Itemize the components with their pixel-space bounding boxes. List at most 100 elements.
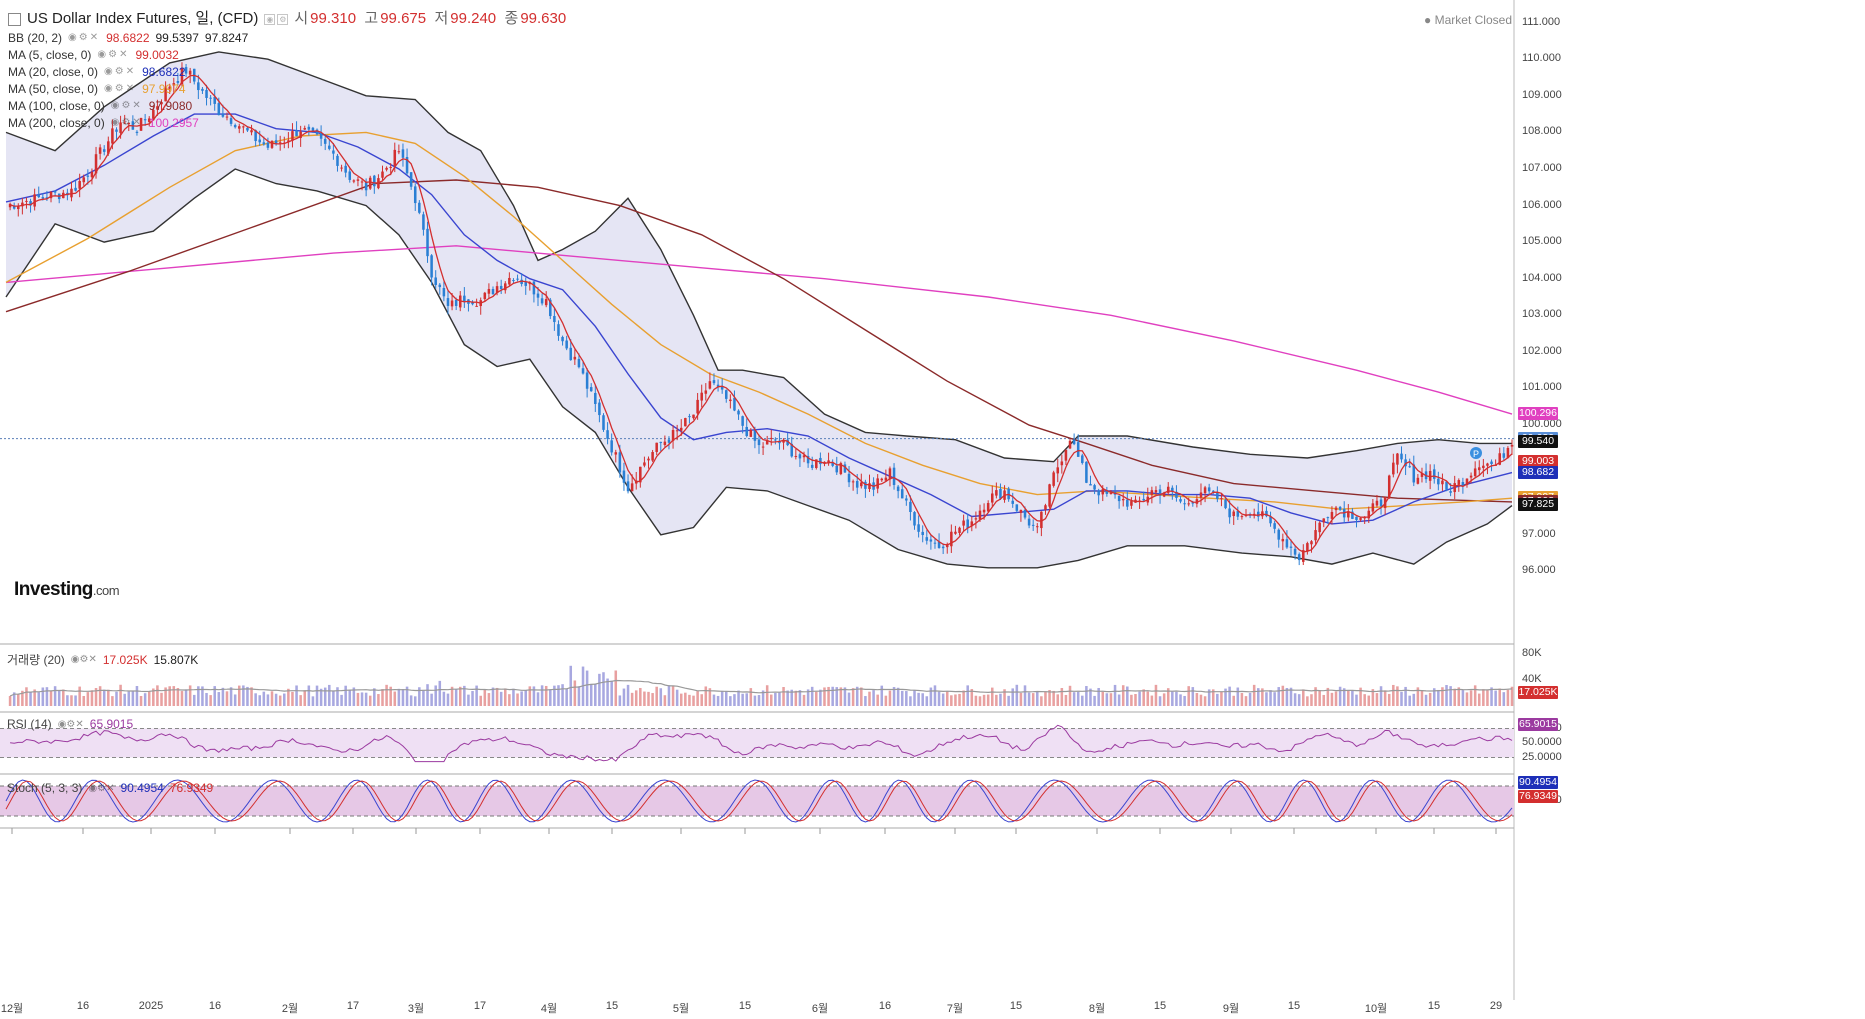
candle [184, 63, 188, 78]
volume-bar [1040, 696, 1043, 706]
candle-body [143, 119, 147, 121]
candle-body [1338, 506, 1342, 510]
volume-bar [606, 678, 609, 706]
candle-body [98, 147, 102, 154]
volume-bar [1437, 689, 1440, 706]
volume-bar [164, 687, 167, 706]
volume-bar [1171, 691, 1174, 706]
candle-body [667, 439, 671, 443]
candle-body [1408, 466, 1411, 468]
volume-bar [450, 686, 454, 706]
candle-body [827, 460, 830, 464]
volume-bar [970, 689, 974, 706]
candle-body [328, 145, 331, 149]
volume-bar [1076, 691, 1080, 706]
volume-label: 거래량 (20) [7, 653, 65, 667]
candle [1310, 540, 1313, 553]
indicator-controls[interactable]: ◉⚙✕ [104, 83, 137, 94]
candle-body [188, 70, 192, 75]
x-tick-label: 8월 [1088, 1003, 1106, 1015]
eye-icon[interactable]: ◉ [264, 13, 276, 25]
candle [1015, 504, 1019, 513]
candle [397, 144, 401, 155]
volume-bar [1498, 688, 1501, 706]
candle-body [499, 285, 503, 290]
y-tick-label: 104.000 [1522, 271, 1562, 284]
volume-bar [160, 692, 163, 706]
volume-bar [1285, 688, 1289, 706]
volume-bar [565, 688, 568, 706]
candle [446, 290, 450, 315]
candle-body [1273, 523, 1276, 529]
candle [1019, 509, 1023, 522]
candle-body [688, 416, 691, 418]
volume-bar [1379, 686, 1383, 706]
candle-body [692, 414, 695, 419]
gear-icon[interactable]: ⚙ [277, 13, 289, 25]
collapse-icon[interactable] [8, 12, 21, 26]
indicator-controls[interactable]: ◉⚙✕ [97, 49, 130, 60]
volume-bar [978, 696, 982, 706]
candle [954, 525, 957, 535]
volume-bar [1003, 689, 1006, 706]
candle-body [274, 140, 278, 144]
volume-bar [1015, 684, 1019, 706]
volume-controls[interactable]: ◉⚙✕ [70, 654, 97, 665]
candle [1179, 496, 1182, 504]
candle [176, 72, 180, 85]
candle [328, 138, 331, 151]
volume-bar [831, 686, 834, 706]
y-tick-label: 107.000 [1522, 161, 1562, 174]
candle-body [589, 387, 593, 392]
volume-bar [287, 688, 290, 706]
price-tag: 100.296 [1518, 407, 1558, 421]
volume-bar [499, 691, 503, 706]
candle [745, 418, 748, 438]
candle-body [921, 531, 924, 536]
candle-body [798, 454, 802, 459]
chart-title: US Dollar Index Futures, 일, (CFD) [27, 10, 259, 27]
stoch-controls[interactable]: ◉⚙✕ [88, 782, 115, 794]
candle-body [233, 125, 237, 128]
candle-body [254, 130, 257, 142]
rsi-legend: RSI (14) ◉⚙✕ 65.9015 [7, 717, 133, 731]
candle-body [860, 482, 863, 487]
volume-bar [319, 688, 323, 706]
volume-bar [176, 688, 180, 706]
candle [21, 197, 24, 215]
y-tick-label: 103.000 [1522, 308, 1562, 321]
candle [442, 281, 446, 302]
candle [1502, 447, 1506, 461]
indicator-controls[interactable]: ◉⚙✕ [110, 117, 143, 128]
candle [164, 81, 167, 102]
candle [974, 511, 978, 529]
candle [958, 526, 961, 536]
volume-bar [573, 680, 577, 706]
volume-bar [933, 685, 937, 706]
volume-bar [1023, 685, 1027, 706]
candle-body [774, 439, 777, 441]
candle [970, 516, 974, 532]
candle [544, 291, 548, 308]
x-tick-label: 4월 [540, 1003, 558, 1015]
candle-body [1387, 475, 1391, 499]
indicator-controls[interactable]: ◉⚙✕ [110, 100, 143, 111]
indicator-controls[interactable]: ◉⚙✕ [104, 66, 137, 77]
volume-bar [679, 693, 683, 706]
x-tick-label: 15 [1427, 1000, 1441, 1012]
candle-body [332, 150, 335, 154]
candle [344, 160, 347, 178]
candle-body [135, 131, 139, 133]
rsi-controls[interactable]: ◉⚙✕ [57, 718, 84, 730]
candle-body [1334, 507, 1338, 511]
candle-body [1265, 510, 1268, 517]
title-controls[interactable]: ◉ ⚙ [264, 13, 289, 25]
volume-bar [1408, 695, 1411, 706]
indicator-controls[interactable]: ◉⚙✕ [68, 32, 101, 43]
volume-bar [1109, 693, 1113, 706]
volume-bar [999, 693, 1002, 706]
volume-bar [557, 685, 560, 706]
candle-body [1085, 461, 1088, 483]
volume-bar [929, 687, 933, 706]
